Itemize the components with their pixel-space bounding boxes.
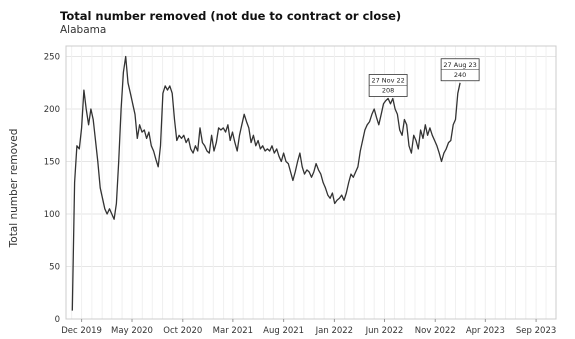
plot-frame xyxy=(65,45,557,320)
x-tick-label: Dec 2019 xyxy=(61,326,102,336)
x-tick-label: Apr 2023 xyxy=(466,326,505,336)
x-tick-label: May 2020 xyxy=(111,326,153,336)
y-tick-label: 0 xyxy=(55,315,60,325)
x-tick-label: Nov 2022 xyxy=(415,326,456,336)
x-tick-label: Oct 2020 xyxy=(163,326,202,336)
annotation-label: 240 xyxy=(454,71,466,79)
y-tick-label: 50 xyxy=(49,263,60,273)
x-tick-label: Sep 2023 xyxy=(516,326,556,336)
y-tick-label: 100 xyxy=(44,210,60,220)
series-lines xyxy=(71,55,461,311)
annotations: 27 Nov 22 208 27 Aug 23 240 xyxy=(368,58,480,97)
grid-lines xyxy=(66,46,556,320)
x-tick-label: Aug 2021 xyxy=(263,326,304,336)
x-tick-label: Jan 2022 xyxy=(315,326,353,336)
y-tick-label: 150 xyxy=(44,158,60,168)
series-line xyxy=(71,55,461,311)
x-tick-label: Jun 2022 xyxy=(365,326,404,336)
annotation-label: 208 xyxy=(382,87,394,95)
y-tick-label: 200 xyxy=(44,105,60,115)
x-tick-label: Mar 2021 xyxy=(213,326,253,336)
annotation-label: 27 Nov 22 xyxy=(371,77,404,85)
annotation-label: 27 Aug 23 xyxy=(443,61,476,69)
chart-title: Total number removed (not due to contrac… xyxy=(60,9,402,23)
y-tick-label: 250 xyxy=(44,53,60,63)
axes: 0 50 100 150 200 250 Dec 2019 May 2020 Oct 2020 M… xyxy=(44,45,557,336)
chart-subtitle: Alabama xyxy=(60,24,107,36)
